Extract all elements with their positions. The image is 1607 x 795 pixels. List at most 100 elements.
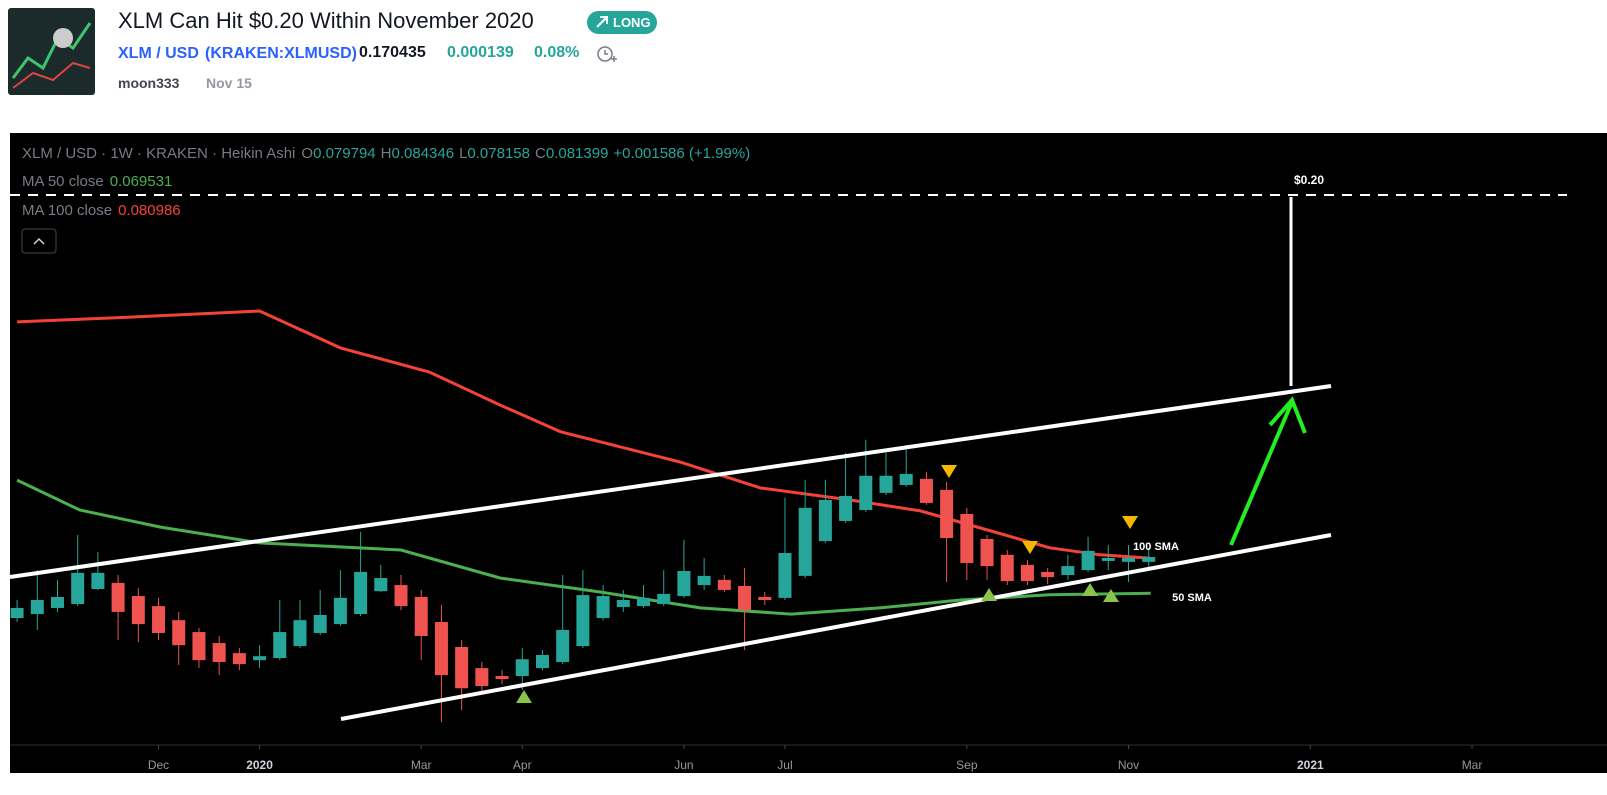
candle-body bbox=[879, 475, 893, 493]
ma-legend: MA 100 close 0.080986 bbox=[22, 202, 181, 219]
candle-body bbox=[50, 596, 64, 608]
exchange-link[interactable]: (KRAKEN:XLMUSD) bbox=[205, 45, 357, 62]
chevron-icon bbox=[33, 237, 45, 245]
ma-legend: MA 50 close 0.069531 bbox=[22, 173, 172, 190]
candle-body bbox=[374, 578, 388, 592]
idea-title: XLM Can Hit $0.20 Within November 2020 bbox=[118, 8, 534, 33]
candle-body bbox=[232, 653, 246, 665]
candle-body bbox=[333, 597, 347, 625]
x-tick-label: Dec bbox=[148, 758, 169, 772]
x-tick-label: Nov bbox=[1118, 758, 1139, 772]
candle-body bbox=[313, 614, 327, 633]
arrow-icon bbox=[596, 16, 608, 28]
ma-value: 0.080986 bbox=[118, 202, 181, 219]
ma50-note: 50 SMA bbox=[1172, 592, 1212, 604]
ohlc-value: 0.078158 bbox=[467, 145, 530, 162]
candle-body bbox=[717, 579, 731, 590]
candle-body bbox=[798, 507, 812, 576]
ma-name: MA 50 close bbox=[22, 173, 104, 190]
symbol-link[interactable]: XLM / USD bbox=[118, 45, 199, 62]
candle-body bbox=[677, 571, 691, 597]
candle-body bbox=[515, 659, 529, 677]
candle-body bbox=[919, 478, 933, 503]
candle-body bbox=[535, 654, 549, 669]
x-tick-label: Mar bbox=[411, 758, 432, 772]
legend-title: XLM / USD · 1W · KRAKEN · Heikin Ashi bbox=[22, 145, 296, 162]
projection-arrow bbox=[1229, 396, 1307, 546]
candle-body bbox=[152, 606, 166, 633]
candle-body bbox=[10, 607, 24, 619]
x-tick-label: Apr bbox=[513, 758, 532, 772]
avatar bbox=[8, 8, 95, 95]
candle-body bbox=[192, 632, 206, 661]
candle-body bbox=[940, 489, 954, 539]
candle-body bbox=[1121, 557, 1135, 562]
x-tick-label: Jul bbox=[777, 758, 792, 772]
sell-markers bbox=[941, 465, 1138, 554]
ohlc-value: 0.081399 bbox=[545, 145, 609, 162]
ohlc-value: 0.079794 bbox=[313, 145, 376, 162]
candle-body bbox=[697, 575, 711, 586]
candle-body bbox=[354, 571, 368, 615]
publish-date: Nov 15 bbox=[206, 75, 252, 91]
candle-body bbox=[71, 572, 85, 604]
long-badge: LONG bbox=[587, 11, 657, 34]
candle-body bbox=[778, 553, 792, 598]
candle-body bbox=[495, 676, 509, 680]
change-label: +0.001586 (+1.99%) bbox=[613, 145, 751, 162]
chart-legend: XLM / USD · 1W · KRAKEN · Heikin Ashi O0.… bbox=[22, 145, 750, 162]
collapse-button[interactable] bbox=[21, 228, 57, 254]
candle-body bbox=[91, 572, 105, 590]
x-tick-label: 2020 bbox=[246, 758, 273, 772]
candle-body bbox=[253, 656, 267, 661]
candle-body bbox=[293, 620, 307, 647]
price: 0.170435 bbox=[359, 44, 426, 61]
upper-trendline bbox=[9, 384, 1332, 579]
price-change: 0.000139 bbox=[447, 44, 514, 61]
buy-markers bbox=[516, 583, 1119, 703]
candle-body bbox=[556, 629, 570, 662]
ohlc-label: C bbox=[535, 145, 546, 162]
candle-body bbox=[1101, 557, 1115, 561]
candle-body bbox=[131, 596, 145, 625]
candle-body bbox=[434, 621, 448, 676]
candle-body bbox=[1000, 554, 1014, 582]
author[interactable]: moon333 bbox=[118, 75, 180, 91]
candle-body bbox=[1142, 556, 1156, 562]
alert-icon[interactable] bbox=[596, 43, 618, 65]
candle-body bbox=[960, 513, 974, 564]
candle-body bbox=[839, 495, 853, 521]
price-change-pct: 0.08% bbox=[534, 44, 580, 61]
candle-body bbox=[1041, 571, 1055, 578]
candle-body bbox=[1020, 564, 1034, 582]
candle-body bbox=[475, 668, 489, 687]
candle-body bbox=[455, 647, 469, 689]
candle-body bbox=[818, 499, 832, 542]
chart-background bbox=[10, 133, 1607, 773]
badge-label: LONG bbox=[613, 15, 651, 30]
candle-body bbox=[1081, 550, 1095, 571]
target-label: $0.20 bbox=[1294, 173, 1324, 187]
candle-body bbox=[30, 600, 44, 615]
candle-body bbox=[596, 596, 610, 619]
candle-body bbox=[899, 473, 913, 485]
candle-body bbox=[616, 600, 630, 608]
x-tick-label: Jun bbox=[674, 758, 693, 772]
moving-average bbox=[16, 478, 1151, 616]
candle-body bbox=[111, 582, 125, 612]
ma-name: MA 100 close bbox=[22, 202, 113, 219]
ohlc-value: 0.084346 bbox=[391, 145, 455, 162]
candle-body bbox=[576, 595, 590, 647]
lower-trendline bbox=[340, 533, 1332, 721]
candle-body bbox=[414, 596, 428, 637]
candle-body bbox=[172, 620, 186, 646]
candle-body bbox=[980, 538, 994, 567]
x-tick-label: Mar bbox=[1462, 758, 1483, 772]
candle-body bbox=[758, 596, 772, 601]
candle-body bbox=[273, 632, 287, 659]
candle-body bbox=[738, 585, 752, 611]
candle-body bbox=[637, 597, 651, 607]
candle-body bbox=[657, 593, 671, 604]
x-tick-label: Sep bbox=[956, 758, 978, 772]
